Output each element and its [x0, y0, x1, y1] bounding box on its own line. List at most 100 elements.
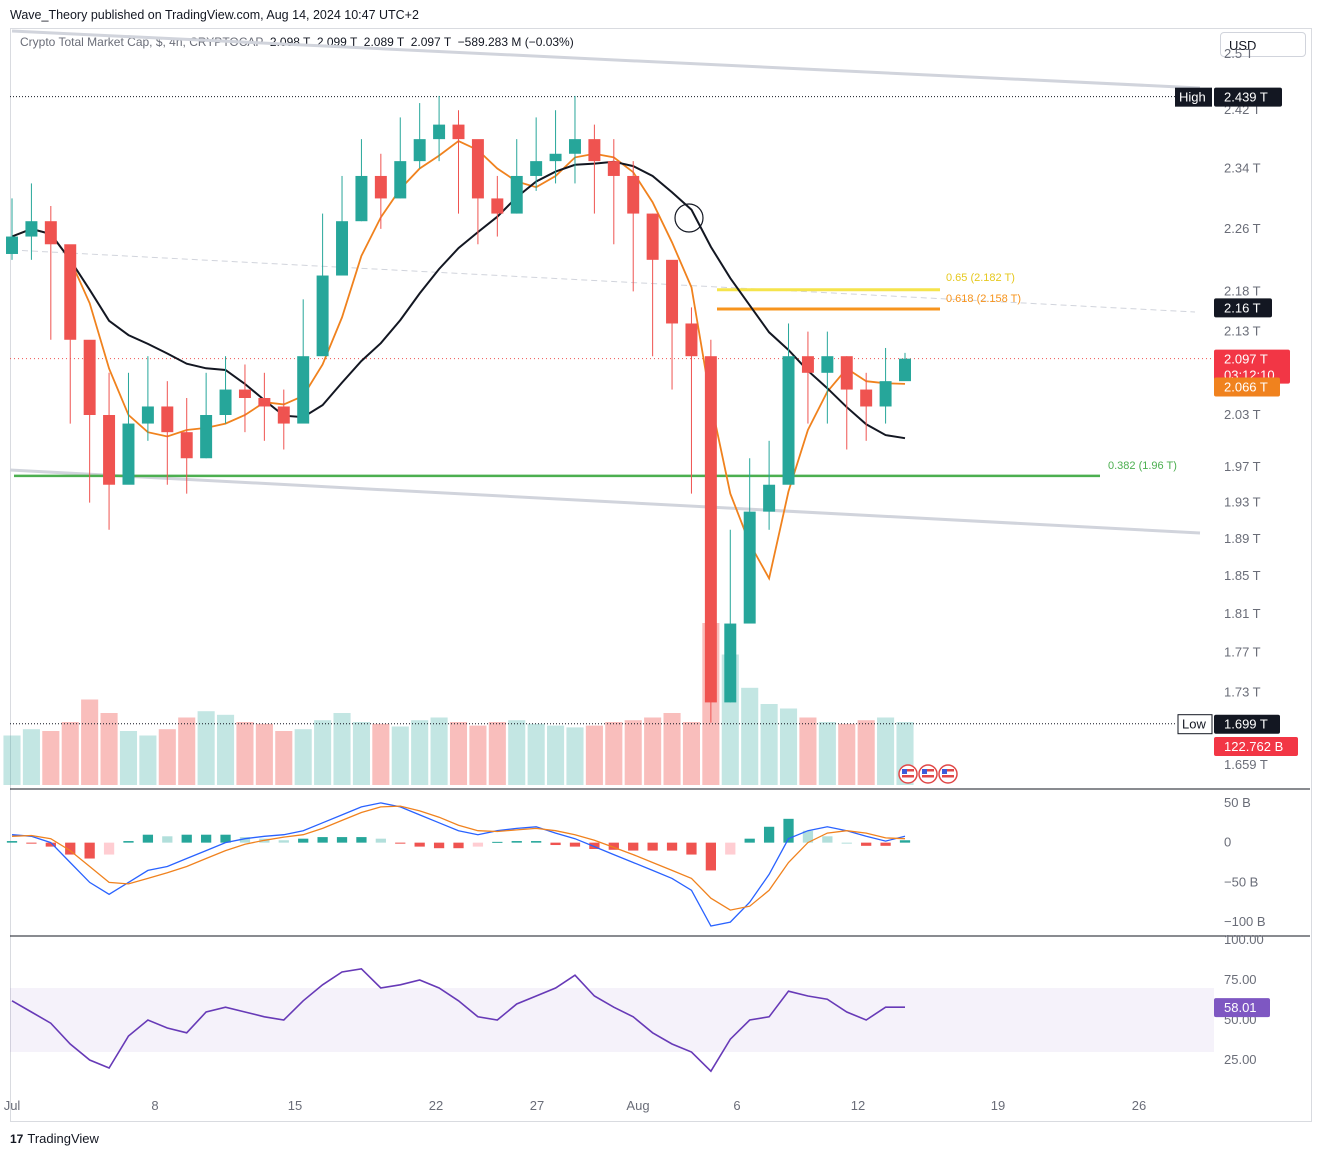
- macd-histogram-bar: [705, 842, 716, 871]
- candle-body: [879, 381, 892, 407]
- volume-bar: [449, 722, 468, 785]
- volume-bar: [527, 723, 545, 785]
- volume-bar: [857, 720, 875, 785]
- price-axis-label: 1.93 T: [1224, 495, 1261, 510]
- volume-bar: [294, 729, 312, 785]
- candle-body: [413, 139, 426, 162]
- macd-histogram-bar: [356, 837, 367, 843]
- candle-body: [433, 124, 446, 140]
- symbol-name[interactable]: Crypto Total Market Cap, $, 4h, CRYPTOCA…: [20, 35, 264, 49]
- macd-signal-line: [11, 805, 906, 911]
- candle-body: [471, 139, 484, 199]
- time-axis-label: 6: [733, 1098, 740, 1113]
- macd-histogram-bar: [26, 842, 37, 844]
- macd-histogram-bar: [142, 834, 154, 843]
- candle-body: [394, 161, 407, 199]
- macd-histogram-bar: [492, 841, 503, 843]
- price-axis-label: 2.5 T: [1224, 46, 1253, 61]
- slow-ma-tag-bg: [1214, 298, 1272, 318]
- macd-histogram-bar: [841, 842, 852, 844]
- candle-body: [316, 275, 329, 357]
- low-label: Low: [1182, 717, 1206, 732]
- macd-histogram-bar: [763, 826, 775, 843]
- volume-bar: [372, 723, 390, 785]
- macd-histogram-bar: [162, 836, 173, 843]
- macd-histogram-bar: [686, 842, 697, 855]
- candle-body: [646, 213, 659, 260]
- us-flag-circle: [918, 764, 938, 784]
- volume-tag: 122.762 B: [1224, 739, 1283, 754]
- volume-bar: [411, 720, 429, 785]
- time-axis-label: Jul: [4, 1098, 21, 1113]
- macd-histogram-bar: [880, 842, 891, 846]
- candle-body: [277, 406, 290, 424]
- volume-bar: [469, 725, 487, 785]
- volume-bar: [644, 717, 662, 785]
- macd-histogram-bar: [550, 842, 561, 846]
- candle-body: [161, 406, 174, 433]
- us-flag-canton: [902, 769, 907, 774]
- us-flag-icon: [938, 764, 958, 784]
- macd-histogram-bar: [647, 842, 658, 851]
- tradingview-brand[interactable]: 17 TradingView: [10, 1131, 99, 1146]
- price-axis-label: 2.13 T: [1224, 324, 1261, 339]
- candle-body: [685, 323, 698, 357]
- candle-body: [103, 415, 116, 485]
- macd-axis-label: 50 B: [1224, 795, 1251, 810]
- macd-histogram-bar: [802, 830, 814, 843]
- brand-label: TradingView: [27, 1131, 99, 1146]
- candle-body: [840, 356, 853, 390]
- candle-body: [83, 339, 96, 416]
- macd-axis-label: −100 B: [1224, 914, 1266, 929]
- rsi-value-tag-bg: [1214, 998, 1270, 1018]
- time-axis-label: 19: [991, 1098, 1005, 1113]
- macd-histogram-bar: [239, 837, 251, 843]
- macd-histogram-bar: [6, 841, 18, 843]
- macd-histogram-bar: [725, 842, 736, 855]
- time-axis-label: 27: [530, 1098, 544, 1113]
- volume-bar: [838, 723, 856, 785]
- macd-histogram-bar: [511, 841, 522, 843]
- low-label-bg: [1177, 714, 1213, 735]
- rsi-axis-label: 25.00: [1224, 1052, 1257, 1067]
- symbol-legend[interactable]: Crypto Total Market Cap, $, 4h, CRYPTOCA…: [20, 35, 574, 49]
- volume-bar: [236, 722, 254, 785]
- candle-body: [297, 356, 310, 424]
- candle-body: [452, 124, 465, 140]
- trendline-upper: [11, 29, 1201, 90]
- time-axis-label: 12: [851, 1098, 865, 1113]
- us-flag-stripe: [922, 775, 934, 778]
- volume-bar: [547, 725, 565, 785]
- volume-bar: [624, 720, 642, 785]
- price-axis-label: 1.73 T: [1224, 684, 1261, 699]
- high-label: High: [1179, 90, 1206, 105]
- volume-bar: [760, 704, 778, 785]
- volume-bar: [488, 722, 506, 785]
- price-axis-label: 2.26 T: [1224, 221, 1261, 236]
- volume-bar: [42, 731, 60, 785]
- macd-histogram-bar: [375, 838, 386, 843]
- volume-bar: [81, 699, 99, 785]
- rsi-line: [11, 967, 905, 1073]
- us-flag-circle: [898, 764, 918, 784]
- price-axis-label: 1.89 T: [1224, 531, 1261, 546]
- macd-histogram-bar: [822, 836, 833, 843]
- price-axis-label: 1.97 T: [1224, 459, 1261, 474]
- legend-close: 2.097 T: [410, 35, 451, 49]
- rsi-axis-label: 75.00: [1224, 972, 1257, 987]
- candle-body: [607, 161, 620, 176]
- volume-bar: [22, 729, 40, 785]
- macd-histogram-bar: [103, 842, 115, 855]
- publisher-line: Wave_Theory published on TradingView.com…: [10, 8, 419, 22]
- candle-body: [666, 259, 679, 324]
- currency-button[interactable]: USD: [1220, 32, 1306, 57]
- macd-histogram-bar: [433, 842, 445, 849]
- rsi-value-tag: 58.01: [1224, 1000, 1257, 1015]
- volume-bar: [197, 711, 215, 785]
- macd-histogram-bar: [45, 842, 56, 847]
- candle-body: [899, 358, 911, 382]
- slow-ma-tag: 2.16 T: [1224, 300, 1261, 315]
- us-flag-circle: [938, 764, 958, 784]
- fib-0382-label: 0.382 (1.96 T): [1108, 460, 1177, 472]
